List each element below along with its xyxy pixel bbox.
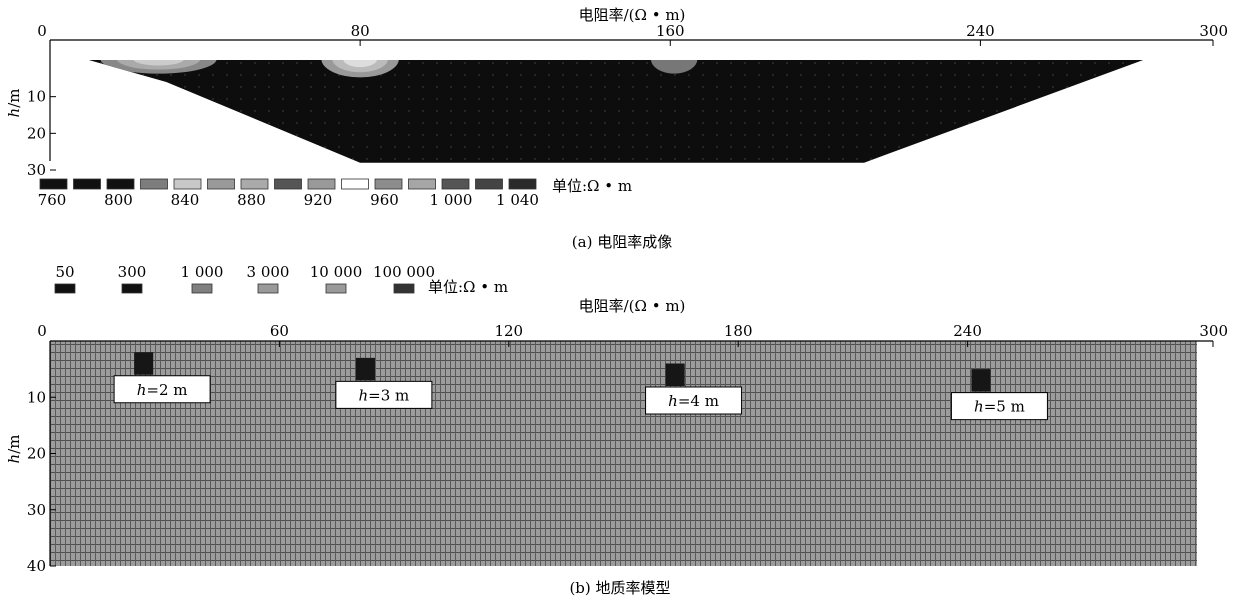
- panel-a-axes: 0 80 160 240 300 10 20 30: [27, 22, 1228, 179]
- panel-a-x-tick-label: 240: [966, 22, 995, 40]
- legend-a-swatch: [341, 178, 369, 190]
- panel-a-dots: [88, 60, 1144, 163]
- legend-a-label: 760: [38, 191, 67, 209]
- panel-b-blocks: h=2 m h=3 m h=4 m h=5 m: [113, 352, 1048, 421]
- model-block-4: [971, 369, 991, 392]
- legend-a-label: 880: [237, 191, 266, 209]
- legend-b-swatch: [325, 283, 347, 294]
- panel-b-legend-unit: 单位:Ω • m: [428, 278, 508, 296]
- panel-b-x-tick-label: 240: [953, 322, 982, 340]
- panel-a-y-tick-label: 30: [27, 161, 46, 179]
- legend-a-swatch: [240, 178, 269, 190]
- panel-b-y-tick-label: 20: [27, 445, 46, 463]
- legend-a-swatch: [39, 178, 68, 190]
- legend-b-label: 1 000: [181, 263, 224, 281]
- panel-b-grid: [50, 341, 1197, 566]
- legend-a-swatch: [441, 178, 470, 190]
- legend-b-swatch: [257, 283, 279, 294]
- depth-label-value: =3 m: [368, 386, 409, 404]
- depth-label-box-2: [335, 380, 433, 409]
- depth-label-4: h=5 m: [974, 398, 1025, 416]
- panel-a-plot: [88, 60, 1144, 163]
- depth-label-value: =5 m: [984, 398, 1025, 416]
- resistivity-anomaly-1-shade-2: [116, 60, 201, 70]
- resistivity-anomaly-2-shade-3: [343, 60, 378, 68]
- legend-b-swatch: [393, 283, 415, 294]
- legend-b-swatch: [121, 283, 143, 294]
- legend-a-swatch: [140, 178, 168, 190]
- panel-a-legend-unit: 单位:Ω • m: [552, 177, 632, 195]
- legend-a-label: 1 000: [430, 191, 473, 209]
- panel-a-y-tick-label: 10: [27, 88, 46, 106]
- depth-label-var: h: [668, 392, 678, 410]
- depth-label-box-3: [645, 386, 743, 415]
- depth-label-value: =4 m: [678, 392, 719, 410]
- model-block-3: [665, 363, 685, 386]
- legend-a-label: 1 040: [496, 191, 539, 209]
- model-block-1: [134, 352, 154, 375]
- legend-a-label: 840: [171, 191, 200, 209]
- legend-b-label: 3 000: [247, 263, 290, 281]
- legend-b-label: 10 000: [310, 263, 363, 281]
- panel-b-caption: (b) 地质率模型: [569, 579, 670, 597]
- legend-a-swatch: [173, 178, 202, 190]
- panel-a-ylabel: h/m: [5, 89, 23, 118]
- legend-a-label: 920: [304, 191, 333, 209]
- panel-b-x-tick-label: 180: [724, 322, 753, 340]
- panel-b-legend: 50 300 1 000 3 000 10 000 100 000: [54, 263, 435, 294]
- legend-b-label: 300: [118, 263, 147, 281]
- panel-b-axes: 0 60 120 180 240 300 10 20 30 40: [27, 322, 1228, 575]
- legend-b-label: 50: [55, 263, 74, 281]
- depth-label-value: =2 m: [146, 381, 187, 399]
- legend-a-swatch: [307, 178, 336, 190]
- legend-a-swatch: [408, 178, 436, 190]
- panel-a-y-tick-label: 20: [27, 124, 46, 142]
- panel-a-caption: (a) 电阻率成像: [572, 233, 672, 251]
- panel-b-x-tick-label: 0: [37, 322, 47, 340]
- panel-a-legend: 760 800 840 880 920 960 1 000 1 040: [38, 178, 539, 209]
- panel-a-x-tick-label: 160: [656, 22, 685, 40]
- model-block-2: [355, 357, 375, 381]
- resistivity-anomaly-2-shade-2: [332, 60, 389, 73]
- panel-b-ylabel: h/m: [5, 435, 23, 464]
- depth-label-var: h: [974, 398, 984, 416]
- depth-label-2: h=3 m: [358, 386, 409, 404]
- panel-b: 50 300 1 000 3 000 10 000 100 000 单位:Ω • m 电阻…: [5, 263, 1228, 597]
- legend-a-label: 960: [370, 191, 399, 209]
- panel-a-anomalies: [100, 60, 698, 78]
- panel-b-x-tick-label: 60: [270, 322, 289, 340]
- panel-b-title: 电阻率/(Ω • m): [579, 297, 686, 315]
- panel-a-x-tick-label: 300: [1199, 22, 1228, 40]
- resistivity-anomaly-3-shade-1: [650, 60, 698, 74]
- legend-a-swatch: [274, 178, 302, 190]
- panel-a: 电阻率/(Ω • m) 0 80 160 240 300 10 20 30 h/m 760 80…: [5, 6, 1228, 251]
- depth-label-box-4: [950, 392, 1048, 421]
- panel-a-title: 电阻率/(Ω • m): [579, 6, 686, 24]
- panel-b-y-tick-label: 10: [27, 388, 46, 406]
- panel-b-y-tick-label: 30: [27, 501, 46, 519]
- resistivity-anomaly-1-shade-3: [132, 60, 185, 66]
- depth-label-3: h=4 m: [668, 392, 719, 410]
- panel-a-x-tick-label: 80: [351, 22, 370, 40]
- legend-a-label: 800: [104, 191, 133, 209]
- depth-label-box-1: [113, 375, 211, 404]
- depth-label-var: h: [358, 386, 368, 404]
- legend-a-swatch: [73, 178, 101, 190]
- panel-a-x-tick-label: 0: [37, 22, 47, 40]
- legend-a-swatch: [508, 178, 537, 190]
- legend-b-swatch: [54, 283, 76, 294]
- depth-label-var: h: [137, 381, 147, 399]
- panel-b-y-tick-label: 40: [27, 557, 46, 575]
- legend-a-swatch: [106, 178, 135, 190]
- depth-label-1: h=2 m: [137, 381, 188, 399]
- legend-b-swatch: [191, 283, 213, 294]
- legend-b-label: 100 000: [373, 263, 435, 281]
- panel-b-x-tick-label: 120: [494, 322, 523, 340]
- legend-a-swatch: [207, 178, 235, 190]
- panel-b-x-tick-label: 300: [1199, 322, 1228, 340]
- legend-a-swatch: [475, 178, 503, 190]
- legend-a-swatch: [374, 178, 403, 190]
